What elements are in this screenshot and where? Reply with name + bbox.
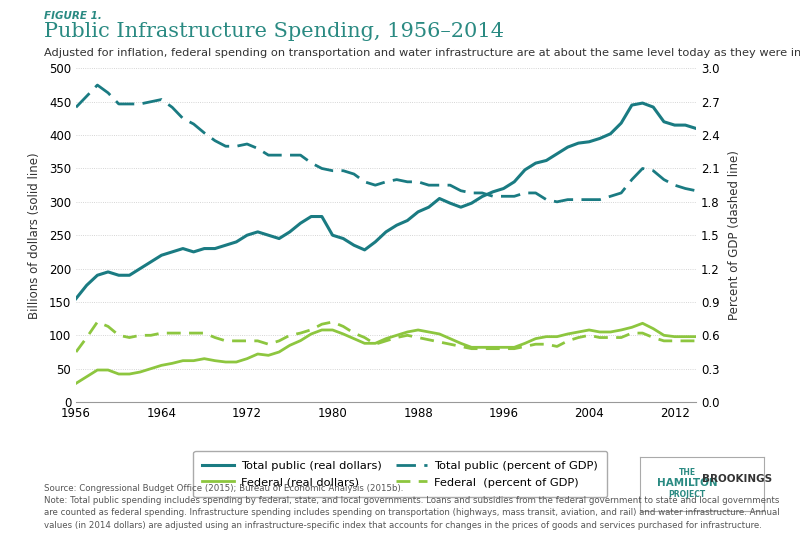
Y-axis label: Billions of dollars (solid line): Billions of dollars (solid line) xyxy=(27,152,41,318)
Legend: Total public (real dollars), Federal (real dollars), Total public (percent of GD: Total public (real dollars), Federal (re… xyxy=(194,451,607,497)
Text: Adjusted for inflation, federal spending on transportation and water infrastruct: Adjusted for inflation, federal spending… xyxy=(44,48,800,58)
Text: Public Infrastructure Spending, 1956–2014: Public Infrastructure Spending, 1956–201… xyxy=(44,22,504,41)
Text: Source: Congressional Budget Office (2015); Bureau of Economic Analysis (2015b).: Source: Congressional Budget Office (201… xyxy=(44,484,780,529)
Text: FIGURE 1.: FIGURE 1. xyxy=(44,11,102,21)
Text: THE: THE xyxy=(678,468,696,476)
Text: HAMILTON: HAMILTON xyxy=(657,478,718,487)
Text: PROJECT: PROJECT xyxy=(669,490,706,498)
Y-axis label: Percent of GDP (dashed line): Percent of GDP (dashed line) xyxy=(728,150,741,320)
Text: BROOKINGS: BROOKINGS xyxy=(702,474,772,484)
